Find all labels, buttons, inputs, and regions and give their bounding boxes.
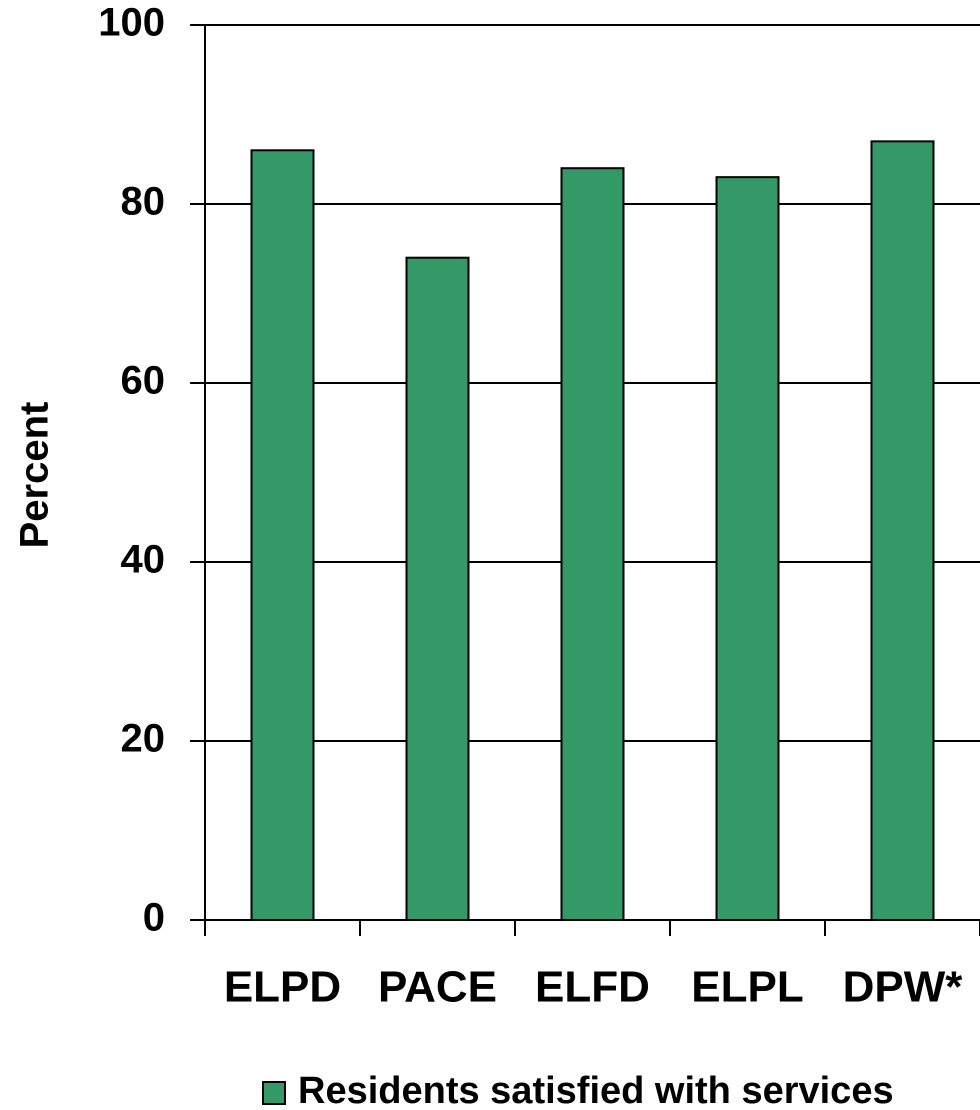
bar xyxy=(560,167,625,921)
x-tick-label: PACE xyxy=(378,963,497,1012)
bar xyxy=(405,256,470,921)
x-tick-label: ELPL xyxy=(691,963,803,1012)
y-tick-label: 60 xyxy=(121,359,166,403)
y-tick-label: 20 xyxy=(121,717,166,761)
y-tick-label: 80 xyxy=(121,180,166,224)
legend-swatch xyxy=(262,1081,286,1105)
y-tick-label: 0 xyxy=(143,896,165,940)
bar xyxy=(250,149,315,922)
y-tick-label: 40 xyxy=(121,538,166,582)
x-tick-label: DPW* xyxy=(843,963,964,1012)
x-tick-label: ELPD xyxy=(224,963,341,1012)
x-tick-label: ELFD xyxy=(535,963,650,1012)
legend-label: Residents satisfied with services xyxy=(298,1070,894,1110)
y-axis-label: Percent xyxy=(13,402,57,549)
y-tick-label: 100 xyxy=(98,1,165,45)
bar xyxy=(870,140,935,922)
bar xyxy=(715,176,780,921)
